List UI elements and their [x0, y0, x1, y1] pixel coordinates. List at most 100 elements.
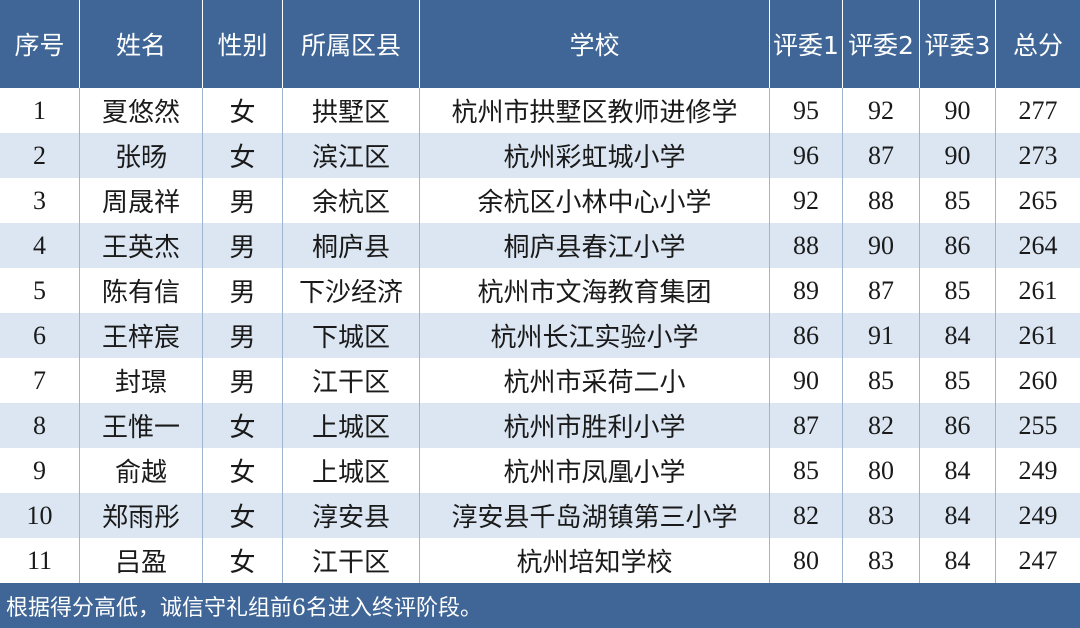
table-cell: 下沙经济 — [283, 268, 420, 313]
table-cell: 92 — [770, 178, 843, 223]
table-cell: 杭州市凤凰小学 — [420, 448, 770, 493]
table-row: 11 吕盈女江干区 杭州培知学校 80 83 84 247 — [0, 538, 1080, 583]
table-cell: 4 — [0, 223, 80, 268]
table-cell: 10 — [0, 493, 80, 538]
header-cell: 性别 — [203, 0, 283, 88]
table-cell: 6 — [0, 313, 80, 358]
table-cell: 俞越 — [80, 448, 203, 493]
table-cell: 90 — [770, 358, 843, 403]
table-cell: 夏悠然 — [80, 88, 203, 133]
table-cell: 264 — [1018, 230, 1058, 260]
table-cell: 女 — [203, 448, 283, 493]
table-cell: 261 — [1018, 320, 1058, 350]
table-cell: 淳安县千岛湖镇第三小学 — [420, 493, 770, 538]
table-cell: 3 — [0, 178, 80, 223]
table-cell: 女 — [203, 493, 283, 538]
table-row: 4 王英杰男桐庐县 桐庐县春江小学 88 90 86 264 — [0, 223, 1080, 268]
table-cell: 88 — [770, 223, 843, 268]
table-cell: 88 — [843, 178, 920, 223]
header-cell: 序号 — [0, 0, 80, 88]
table-cell: 桐庐县春江小学 — [420, 223, 770, 268]
table-cell: 男 — [203, 313, 283, 358]
table-cell: 85 — [920, 178, 996, 223]
table-cell: 2 — [0, 133, 80, 178]
table-cell: 265 — [1018, 185, 1058, 215]
table-cell: 余杭区小林中心小学 — [420, 178, 770, 223]
table-cell: 8 — [0, 403, 80, 448]
header-cell: 学校 — [420, 0, 770, 88]
table-cell: 男 — [203, 178, 283, 223]
table-row: 6 王梓宸男下城区 杭州长江实验小学 86 91 84 261 — [0, 313, 1080, 358]
table-cell: 杭州市文海教育集团 — [420, 268, 770, 313]
header-cell: 评委2 — [843, 0, 920, 88]
table-row: 7 封璟男江干区 杭州市采荷二小 90 85 85 260 — [0, 358, 1080, 403]
table-cell: 王梓宸 — [80, 313, 203, 358]
table-cell: 江干区 — [283, 538, 420, 583]
table-cell: 王英杰 — [80, 223, 203, 268]
table-cell: 杭州市拱墅区教师进修学 — [420, 88, 770, 133]
table-cell: 杭州市胜利小学 — [420, 403, 770, 448]
table-cell: 陈有信 — [80, 268, 203, 313]
table-cell: 吕盈 — [80, 538, 203, 583]
table-cell: 5 — [0, 268, 80, 313]
table-cell: 85 — [920, 358, 996, 403]
table-row: 5 陈有信男下沙经济 杭州市文海教育集团 89 87 85 261 — [0, 268, 1080, 313]
table-cell: 女 — [203, 88, 283, 133]
table-cell: 张旸 — [80, 133, 203, 178]
table-cell: 84 — [920, 448, 996, 493]
table-cell: 83 — [843, 493, 920, 538]
table-cell: 女 — [203, 403, 283, 448]
table-cell: 80 — [770, 538, 843, 583]
table-cell: 86 — [770, 313, 843, 358]
table-row: 9 俞越女上城区 杭州市凤凰小学 85 80 84 249 — [0, 448, 1080, 493]
table-cell: 滨江区 — [283, 133, 420, 178]
table-cell: 249 — [1018, 455, 1058, 485]
table-cell: 男 — [203, 358, 283, 403]
table-cell: 95 — [770, 88, 843, 133]
table-cell: 85 — [920, 268, 996, 313]
table-cell: 86 — [920, 223, 996, 268]
table-cell: 96 — [770, 133, 843, 178]
table-cell: 上城区 — [283, 403, 420, 448]
table-cell: 杭州培知学校 — [420, 538, 770, 583]
table-row: 1 夏悠然女拱墅区 杭州市拱墅区教师进修学 95 92 90 277 — [0, 88, 1080, 133]
table-cell: 87 — [843, 268, 920, 313]
table-row: 10 郑雨彤女淳安县 淳安县千岛湖镇第三小学 82 83 84 249 — [0, 493, 1080, 538]
table-cell: 杭州长江实验小学 — [420, 313, 770, 358]
table-cell: 90 — [920, 88, 996, 133]
table-cell: 85 — [770, 448, 843, 493]
table-cell: 82 — [770, 493, 843, 538]
table-cell: 273 — [1018, 140, 1058, 170]
header-cell: 评委3 — [920, 0, 996, 88]
table-row: 8 王惟一女上城区 杭州市胜利小学 87 82 86 255 — [0, 403, 1080, 448]
table-cell: 9 — [0, 448, 80, 493]
table-cell: 84 — [920, 538, 996, 583]
table-cell: 85 — [843, 358, 920, 403]
header-cell: 姓名 — [80, 0, 203, 88]
table-cell: 封璟 — [80, 358, 203, 403]
header-cell: 总分 — [1012, 31, 1063, 60]
table-cell: 女 — [203, 538, 283, 583]
table-cell: 90 — [920, 133, 996, 178]
table-cell: 周晟祥 — [80, 178, 203, 223]
table-cell: 杭州彩虹城小学 — [420, 133, 770, 178]
table-cell: 7 — [0, 358, 80, 403]
table-cell: 杭州市采荷二小 — [420, 358, 770, 403]
table-cell: 上城区 — [283, 448, 420, 493]
table-cell: 淳安县 — [283, 493, 420, 538]
table-cell: 87 — [843, 133, 920, 178]
table-cell: 余杭区 — [283, 178, 420, 223]
table-cell: 下城区 — [283, 313, 420, 358]
table-cell: 84 — [920, 313, 996, 358]
table-cell: 90 — [843, 223, 920, 268]
table-cell: 89 — [770, 268, 843, 313]
header-cell: 所属区县 — [283, 0, 420, 88]
table-cell: 84 — [920, 493, 996, 538]
table-cell: 92 — [843, 88, 920, 133]
table-cell: 247 — [1018, 545, 1058, 575]
table-cell: 80 — [843, 448, 920, 493]
table-cell: 郑雨彤 — [80, 493, 203, 538]
table-cell: 1 — [0, 88, 80, 133]
table-cell: 86 — [920, 403, 996, 448]
table-cell: 男 — [203, 268, 283, 313]
